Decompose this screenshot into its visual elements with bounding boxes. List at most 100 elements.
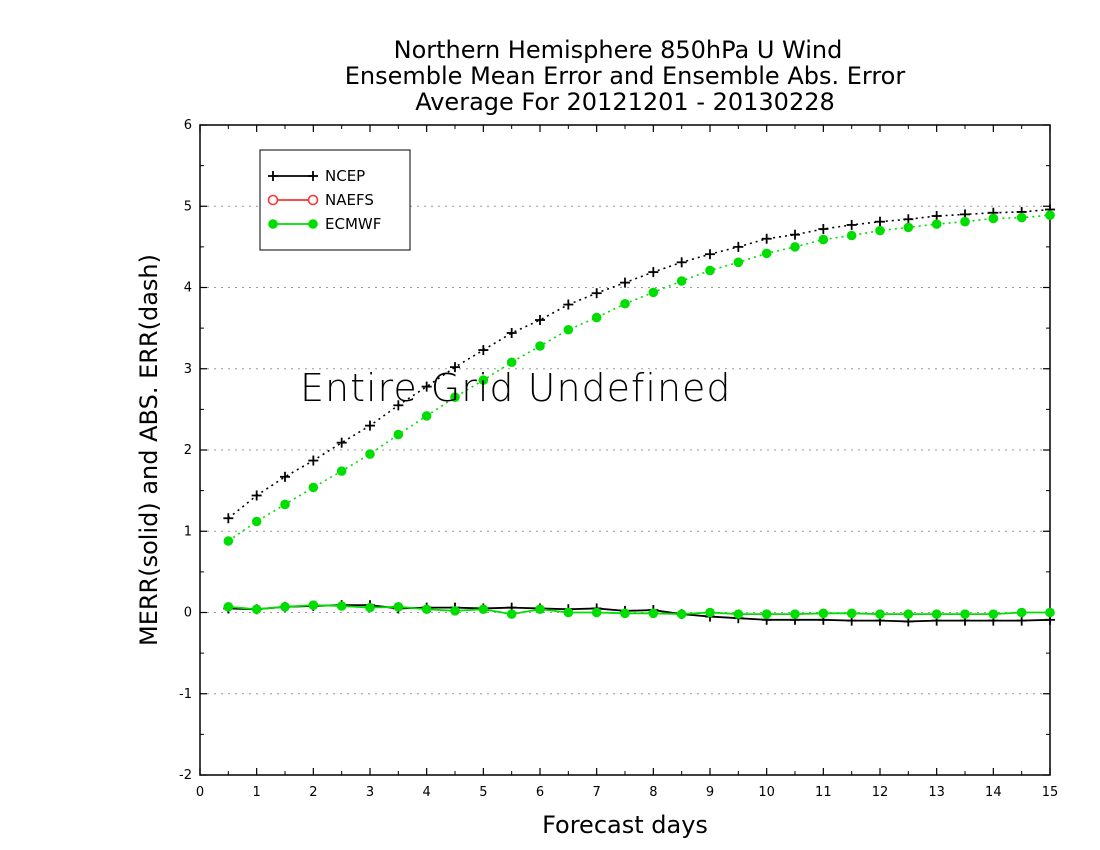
series-ecmwf-merr-point	[280, 602, 290, 612]
x-axis-ticks: 0 1 2 3 4 5 6 7 8 9 10 11 12 13 14 15	[196, 125, 1058, 800]
y-tick-label: 3	[184, 362, 192, 377]
series-ecmwf-abs-err-point	[620, 298, 630, 309]
series-ecmwf-abs-err-point	[818, 234, 829, 245]
series-ecmwf-merr-point	[1016, 607, 1027, 618]
series-ecmwf-merr-point	[421, 604, 432, 615]
title-line-1: Northern Hemisphere 850hPa U Wind	[394, 36, 843, 64]
series-layer	[223, 204, 1055, 627]
series-ecmwf-abs-err-point	[421, 411, 432, 421]
legend-marker-naefs-start	[267, 194, 279, 206]
series-ecmwf-merr-point	[648, 608, 659, 619]
series-ncep-abs-err-point	[506, 328, 517, 338]
legend-marker-ncep-end	[308, 171, 318, 181]
legend-marker-ecmwf-end	[308, 219, 318, 229]
series-ecmwf-merr-point	[988, 609, 999, 619]
series-ecmwf-merr-point	[960, 609, 970, 619]
y-tick-label: 0	[184, 606, 192, 621]
series-ecmwf-abs-err-point	[648, 287, 659, 298]
series-ecmwf-merr-point	[790, 609, 800, 619]
series-ncep-abs-err-point	[875, 216, 885, 227]
series-ecmwf-abs-err-point	[393, 429, 404, 440]
series-ecmwf-merr-point	[251, 604, 262, 615]
series-ecmwf-merr-point	[591, 607, 602, 618]
legend-item-ncep: NCEP	[268, 167, 365, 185]
x-tick-label: 6	[536, 785, 544, 800]
series-ecmwf-abs-err-point	[280, 499, 290, 510]
series-ecmwf-abs-err-point	[931, 219, 942, 229]
undefined-grid-annotation: Entire Grid Undefined	[300, 366, 732, 410]
series-ecmwf-abs-err-point	[1045, 210, 1055, 220]
y-tick-label: -2	[179, 768, 192, 783]
legend-item-ecmwf: ECMWF	[268, 215, 381, 233]
series-ecmwf-abs-err-point	[676, 276, 687, 286]
x-tick-label: 14	[985, 785, 1002, 800]
series-ecmwf-abs-err-point	[1016, 212, 1027, 223]
legend-item-naefs: NAEFS	[267, 191, 374, 209]
series-ecmwf-abs-err-point	[705, 265, 715, 276]
series-ncep-abs-err-point	[223, 513, 234, 524]
series-ncep-abs-err-point	[393, 400, 404, 411]
x-tick-label: 13	[928, 785, 945, 800]
plot-frame	[199, 124, 1051, 776]
series-ecmwf-merr-point	[308, 600, 319, 610]
series-ecmwf-abs-err-point	[875, 225, 885, 236]
x-tick-label: 8	[649, 785, 657, 800]
series-ncep-abs-err-point	[365, 420, 375, 431]
series-ecmwf-merr-point	[875, 609, 885, 619]
series-ncep-abs-err-point	[280, 471, 290, 482]
series-ecmwf-merr-point	[931, 609, 942, 619]
series-ncep-abs-err-point	[478, 345, 489, 356]
series-ecmwf-abs-err-point	[506, 357, 517, 368]
series-ncep-abs-err-point	[450, 362, 460, 373]
series-ecmwf-merr-point	[478, 604, 489, 615]
series-ncep-abs-err-point	[818, 224, 829, 234]
x-tick-label: 15	[1042, 785, 1059, 800]
series-ncep-abs-err-point	[336, 437, 347, 448]
series-ncep-abs-err-point	[535, 315, 545, 325]
series-ecmwf-merr-point	[846, 608, 857, 619]
series-ecmwf-merr-point	[563, 607, 574, 618]
y-axis-label: MERR(solid) and ABS. ERR(dash)	[135, 254, 163, 646]
series-ecmwf-abs-err-point	[365, 449, 375, 459]
series-ecmwf-abs-err-point	[535, 341, 545, 351]
series-ncep-abs-err-point	[761, 233, 772, 244]
y-tick-label: 5	[184, 199, 192, 214]
series-ecmwf-merr-point	[450, 606, 460, 616]
series-ecmwf-abs-err-point	[733, 257, 744, 268]
series-ecmwf-merr-point	[761, 609, 772, 619]
legend-label-ncep: NCEP	[325, 167, 365, 185]
series-ecmwf-merr-point	[705, 607, 715, 618]
series-ecmwf-merr-point	[818, 608, 829, 619]
chart-title: Northern Hemisphere 850hPa U Wind Ensemb…	[345, 36, 906, 116]
series-ecmwf-merr-point	[1045, 607, 1055, 618]
title-line-3: Average For 20121201 - 20130228	[415, 88, 835, 116]
series-ecmwf-merr-point	[393, 602, 404, 612]
x-tick-label: 11	[815, 785, 832, 800]
series-ecmwf-abs-err-point	[251, 516, 262, 527]
y-tick-label: 2	[184, 443, 192, 458]
series-ecmwf-merr-point	[733, 609, 744, 619]
series-ncep-abs-err-point	[846, 219, 857, 230]
y-tick-label: 1	[184, 524, 192, 539]
series-ecmwf-abs-err-point	[591, 312, 602, 323]
series-ecmwf-merr-point	[506, 609, 517, 619]
x-tick-label: 3	[366, 785, 374, 800]
series-ecmwf-merr-point	[365, 602, 375, 613]
series-ecmwf-merr-point	[903, 609, 914, 619]
x-tick-label: 10	[758, 785, 775, 800]
legend-marker-naefs-end	[307, 194, 319, 206]
series-ncep-abs-err-point	[620, 277, 630, 288]
series-ecmwf-merr-point	[535, 604, 545, 615]
series-ncep-abs-err-point	[733, 241, 744, 252]
legend-marker-ncep-start	[268, 171, 278, 181]
series-ecmwf-abs-err-point	[308, 482, 319, 493]
y-tick-label: -1	[179, 687, 192, 702]
series-ecmwf-abs-err-point	[336, 466, 347, 476]
legend: NCEP NAEFS ECMWF	[259, 149, 411, 251]
series-ncep-abs-err-point	[563, 299, 574, 310]
series-ecmwf-abs-err-point	[846, 230, 857, 241]
series-ecmwf-abs-err-point	[960, 216, 970, 227]
y-tick-label: 6	[184, 118, 192, 133]
legend-label-naefs: NAEFS	[325, 191, 374, 209]
